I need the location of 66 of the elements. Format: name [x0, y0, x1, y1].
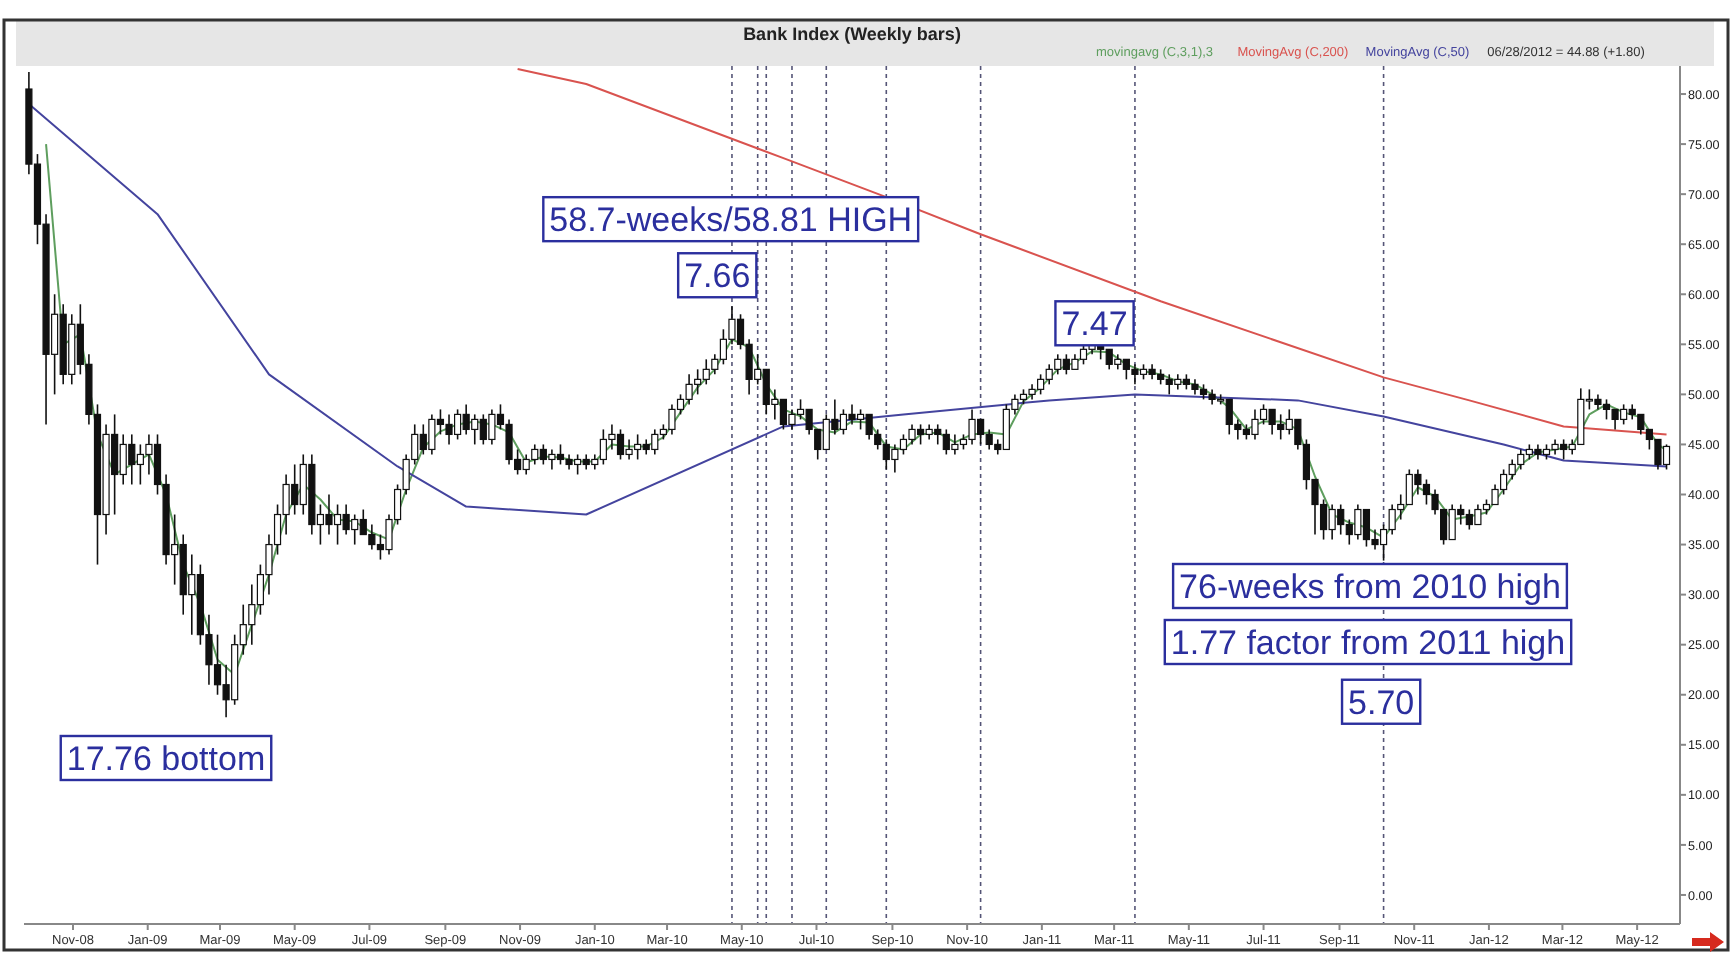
candlestick	[1045, 363, 1053, 386]
annotation: 1.77 factor from 2011 high	[1170, 624, 1566, 662]
candlestick	[1474, 503, 1482, 526]
candlestick	[1611, 408, 1619, 431]
candlestick	[1602, 398, 1611, 421]
candlestick	[548, 448, 556, 471]
candlestick	[1637, 413, 1645, 436]
candlestick	[1448, 503, 1456, 541]
candlestick	[556, 443, 565, 466]
candlestick	[916, 423, 925, 446]
candlestick	[505, 418, 513, 466]
candlestick	[368, 523, 376, 551]
annotation: 76-weeks from 2010 high	[1179, 568, 1561, 606]
candlestick	[428, 413, 436, 456]
candlestick	[1268, 408, 1276, 436]
candlestick	[779, 398, 788, 431]
candlestick	[1105, 348, 1113, 371]
candlestick	[762, 368, 770, 416]
annotation: 7.66	[684, 257, 751, 296]
candlestick	[1328, 503, 1336, 541]
candlestick	[899, 433, 908, 456]
candlestick	[1517, 448, 1525, 471]
candlestick	[1054, 353, 1062, 376]
candlestick	[908, 423, 916, 446]
line-series	[516, 68, 1668, 436]
candlestick	[522, 453, 530, 476]
candlestick	[1251, 408, 1259, 441]
chart-title: Bank Index (Weekly bars)	[743, 24, 961, 44]
line-series	[45, 143, 1668, 676]
candlestick	[651, 428, 659, 456]
annotation: 5.70	[1348, 683, 1415, 722]
candlestick	[934, 423, 942, 446]
candlestick	[1225, 398, 1233, 436]
candlestick	[848, 403, 856, 426]
candlestick	[668, 403, 676, 436]
candlestick	[685, 373, 693, 406]
candlestick	[531, 443, 539, 466]
candlestick	[1662, 443, 1671, 471]
candlestick	[462, 403, 470, 436]
candlestick	[1131, 363, 1139, 386]
candlestick	[333, 503, 342, 546]
candlestick	[625, 438, 633, 461]
annotation: 7.47	[1061, 305, 1128, 344]
candlestick	[1422, 478, 1431, 506]
candlestick	[1577, 387, 1585, 446]
annotation: 17.76 bottom	[66, 740, 266, 778]
candlestick	[488, 408, 496, 446]
candlestick	[865, 413, 873, 441]
candlestick	[856, 408, 865, 431]
candlestick	[951, 433, 959, 456]
candlestick	[325, 493, 333, 536]
candlestick	[128, 433, 136, 486]
candlestick	[702, 358, 710, 386]
candlestick	[616, 428, 625, 461]
candlestick	[119, 433, 127, 486]
candlestick	[968, 408, 976, 446]
candlestick	[891, 443, 899, 474]
candlestick	[839, 408, 848, 436]
annotation: 58.7-weeks/58.81 HIGH	[549, 201, 913, 240]
candlestick	[1354, 503, 1362, 541]
candlestick	[471, 413, 479, 446]
candlestick	[1362, 508, 1371, 548]
candlestick	[213, 633, 222, 696]
candlestick	[342, 503, 350, 536]
candlestick	[1165, 373, 1173, 396]
candlestick	[445, 413, 453, 446]
